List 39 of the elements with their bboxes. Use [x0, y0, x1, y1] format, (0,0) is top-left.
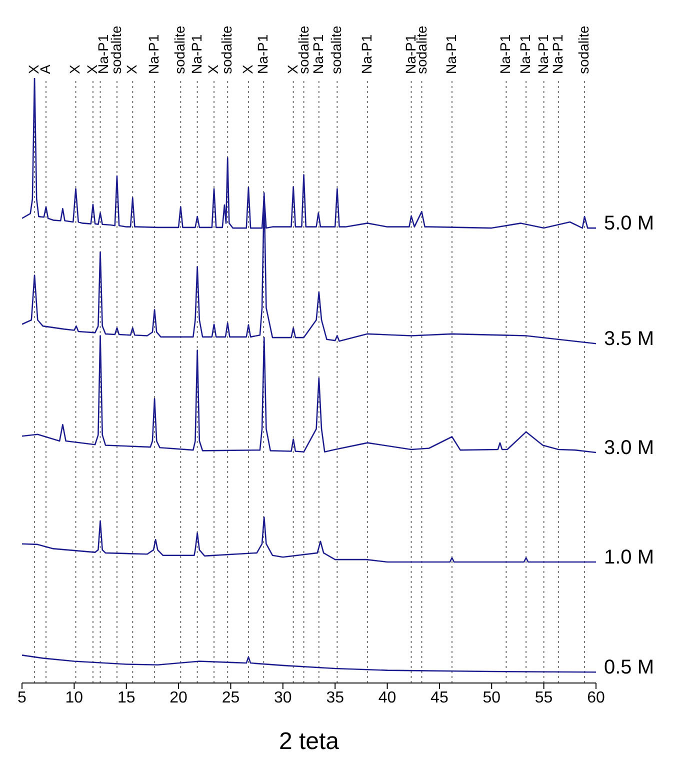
series-label: 0.5 M: [604, 656, 654, 678]
ref-line-label: sodalite: [172, 26, 188, 74]
x-tick-label: 30: [274, 689, 292, 706]
x-tick-label: 25: [222, 689, 240, 706]
ref-line-label: Na-P1: [254, 34, 271, 74]
ref-line-label: A: [37, 64, 54, 74]
ref-line-label: sodalite: [328, 26, 344, 74]
ref-line-label: Na-P1: [358, 34, 374, 74]
ref-line-label: X: [205, 64, 222, 74]
x-tick-label: 40: [378, 689, 396, 706]
series-label: 5.0 M: [604, 212, 654, 234]
ref-line-label: Na-P1: [442, 34, 459, 74]
ref-line-label: Na-P1: [497, 34, 514, 74]
ref-line-label: X: [284, 64, 300, 74]
ref-line-label: X: [66, 64, 83, 74]
x-tick-label: 60: [587, 689, 605, 706]
ref-line-label: Na-P1: [310, 34, 326, 74]
x-tick-label: 35: [326, 689, 344, 706]
x-tick-label: 55: [534, 689, 553, 706]
series-label: 3.5 M: [604, 328, 654, 350]
ref-line-label: sodalite: [108, 26, 124, 74]
ref-line-label: sodalite: [218, 26, 235, 74]
ref-line-label: Na-P1: [549, 34, 566, 74]
x-tick-label: 50: [482, 689, 501, 706]
x-tick-label: 10: [65, 689, 84, 706]
ref-line-label: X: [124, 64, 140, 74]
x-axis-title: 2 teta: [278, 728, 340, 755]
x-tick-label: 15: [117, 689, 136, 706]
series-label: 1.0 M: [604, 546, 654, 568]
ref-line-label: sodalite: [576, 26, 592, 74]
x-tick-label: 5: [18, 689, 27, 706]
x-tick-label: 45: [430, 689, 448, 706]
x-tick-label: 20: [170, 689, 188, 706]
ref-line-label: Na-P1: [146, 34, 162, 74]
ref-line-label: Na-P1: [517, 34, 534, 74]
ref-line-label: Na-P1: [188, 34, 204, 74]
ref-line-label: X: [239, 64, 256, 74]
ref-line-label: Na-P1: [534, 34, 551, 74]
series-label: 3.0 M: [604, 436, 654, 459]
